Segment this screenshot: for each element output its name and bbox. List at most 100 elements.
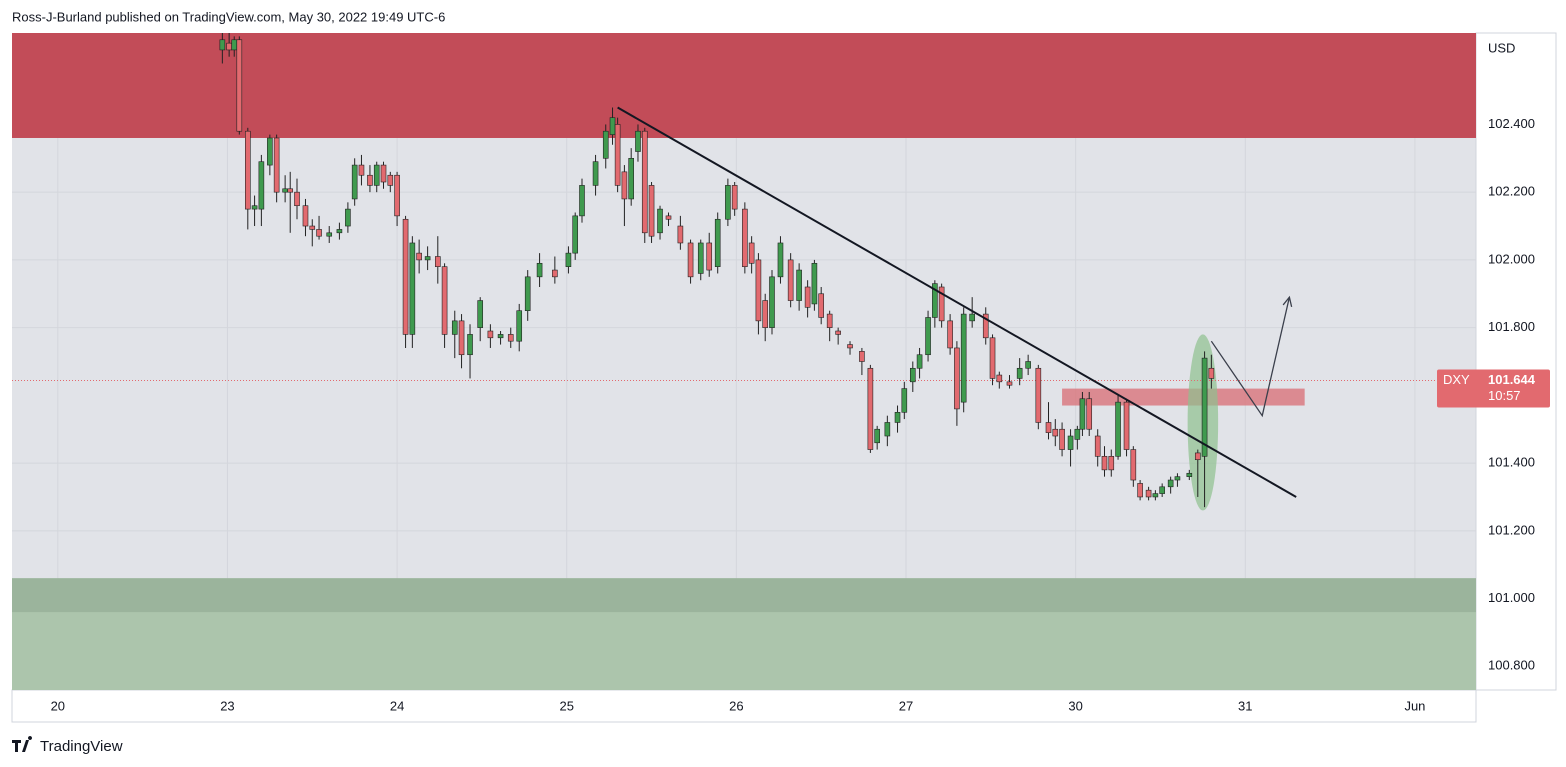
candle-body bbox=[258, 161, 265, 210]
candle-body bbox=[731, 185, 738, 210]
candle-body bbox=[960, 313, 967, 403]
candle-body bbox=[804, 286, 811, 308]
candle-body bbox=[245, 130, 251, 210]
candle-body bbox=[609, 117, 616, 135]
y-tick-label: 101.000 bbox=[1488, 590, 1535, 605]
candle-body bbox=[497, 334, 504, 339]
arrow-head bbox=[1282, 295, 1293, 308]
candle-body bbox=[982, 313, 989, 339]
candle-body bbox=[884, 422, 891, 437]
x-tick-label: 25 bbox=[559, 698, 573, 713]
candle-body bbox=[1123, 401, 1130, 450]
x-tick-label: 31 bbox=[1238, 698, 1252, 713]
candle-body bbox=[602, 130, 609, 159]
candle-body bbox=[925, 317, 931, 356]
candle-body bbox=[441, 266, 448, 335]
candle-body bbox=[394, 174, 400, 217]
candle-body bbox=[835, 330, 841, 335]
candle-body bbox=[402, 218, 409, 335]
y-tick-label: 102.400 bbox=[1488, 116, 1535, 131]
candle-body bbox=[367, 174, 373, 186]
candle-body bbox=[1186, 472, 1193, 477]
candle-body bbox=[1086, 398, 1093, 430]
candle-body bbox=[1045, 422, 1052, 433]
candle-body bbox=[1035, 367, 1042, 423]
logo bbox=[12, 736, 33, 752]
candle-body bbox=[748, 242, 755, 264]
candle-body bbox=[916, 354, 923, 369]
candle-body bbox=[345, 208, 351, 227]
candle-body bbox=[947, 320, 953, 349]
countdown-label: 10:57 bbox=[1488, 388, 1521, 403]
candle-body bbox=[697, 242, 704, 274]
candle-body bbox=[1101, 456, 1108, 471]
candle-body bbox=[1201, 357, 1208, 457]
candle-body bbox=[1137, 483, 1143, 498]
candle-body bbox=[706, 242, 713, 271]
candle-body bbox=[358, 164, 365, 176]
candle-body bbox=[847, 344, 853, 349]
candle-body bbox=[1167, 479, 1174, 488]
y-tick-label: 101.400 bbox=[1488, 455, 1535, 470]
candle-body bbox=[592, 161, 599, 186]
candle-body bbox=[969, 313, 975, 322]
price-axis bbox=[1475, 32, 1557, 691]
candle-body bbox=[1152, 493, 1159, 498]
price-label-bg bbox=[1437, 369, 1550, 408]
candle-body bbox=[989, 337, 996, 379]
candle-body bbox=[811, 262, 818, 305]
candle-body bbox=[867, 367, 874, 450]
candle-body bbox=[380, 164, 387, 183]
candle-body bbox=[251, 205, 258, 210]
candle-body bbox=[507, 334, 514, 342]
footer: TradingView bbox=[40, 738, 123, 755]
candle-body bbox=[657, 208, 663, 234]
candle-body bbox=[641, 130, 648, 234]
x-tick-label: 24 bbox=[390, 698, 404, 713]
candle-body bbox=[687, 242, 694, 278]
candle-body bbox=[762, 300, 769, 328]
candle-body bbox=[826, 313, 833, 328]
candle-body bbox=[648, 185, 655, 237]
candle-body bbox=[409, 242, 416, 335]
candle-body bbox=[1079, 398, 1086, 430]
candle-body bbox=[1208, 367, 1215, 379]
x-tick-label: 30 bbox=[1068, 698, 1082, 713]
candle-body bbox=[796, 269, 802, 301]
candle-body bbox=[1159, 486, 1165, 494]
zone bbox=[12, 578, 1476, 613]
candle-body bbox=[932, 283, 938, 318]
candle-body bbox=[226, 42, 232, 51]
candle-body bbox=[1108, 456, 1115, 471]
candle-body bbox=[874, 428, 880, 444]
candle-body bbox=[487, 330, 494, 339]
candle-body bbox=[635, 130, 641, 152]
candle-body bbox=[628, 158, 634, 200]
candle-body bbox=[302, 205, 309, 227]
candle-body bbox=[236, 39, 243, 132]
zone bbox=[12, 33, 1476, 138]
x-tick-label: Jun bbox=[1404, 698, 1425, 713]
candle-body bbox=[309, 225, 316, 230]
candle-body bbox=[665, 215, 672, 220]
candle-body bbox=[1145, 489, 1152, 498]
candle-body bbox=[755, 259, 762, 322]
candle-body bbox=[1115, 401, 1121, 457]
y-tick-label: 102.000 bbox=[1488, 251, 1535, 266]
candle-body bbox=[1130, 449, 1137, 481]
candle-body bbox=[351, 164, 358, 200]
candle-body bbox=[769, 276, 775, 328]
last-price-label: 101.644 bbox=[1488, 372, 1536, 387]
candle-body bbox=[336, 229, 343, 234]
candle-body bbox=[416, 252, 422, 261]
candle-body bbox=[282, 188, 288, 193]
y-tick-label: 101.800 bbox=[1488, 319, 1535, 334]
candle-body bbox=[1052, 428, 1059, 437]
candle-body bbox=[1074, 428, 1081, 440]
candle-body bbox=[614, 124, 621, 186]
candle-body bbox=[1006, 381, 1013, 386]
candle-body bbox=[287, 188, 294, 193]
candle-body bbox=[572, 215, 579, 254]
x-tick-label: 23 bbox=[220, 698, 234, 713]
